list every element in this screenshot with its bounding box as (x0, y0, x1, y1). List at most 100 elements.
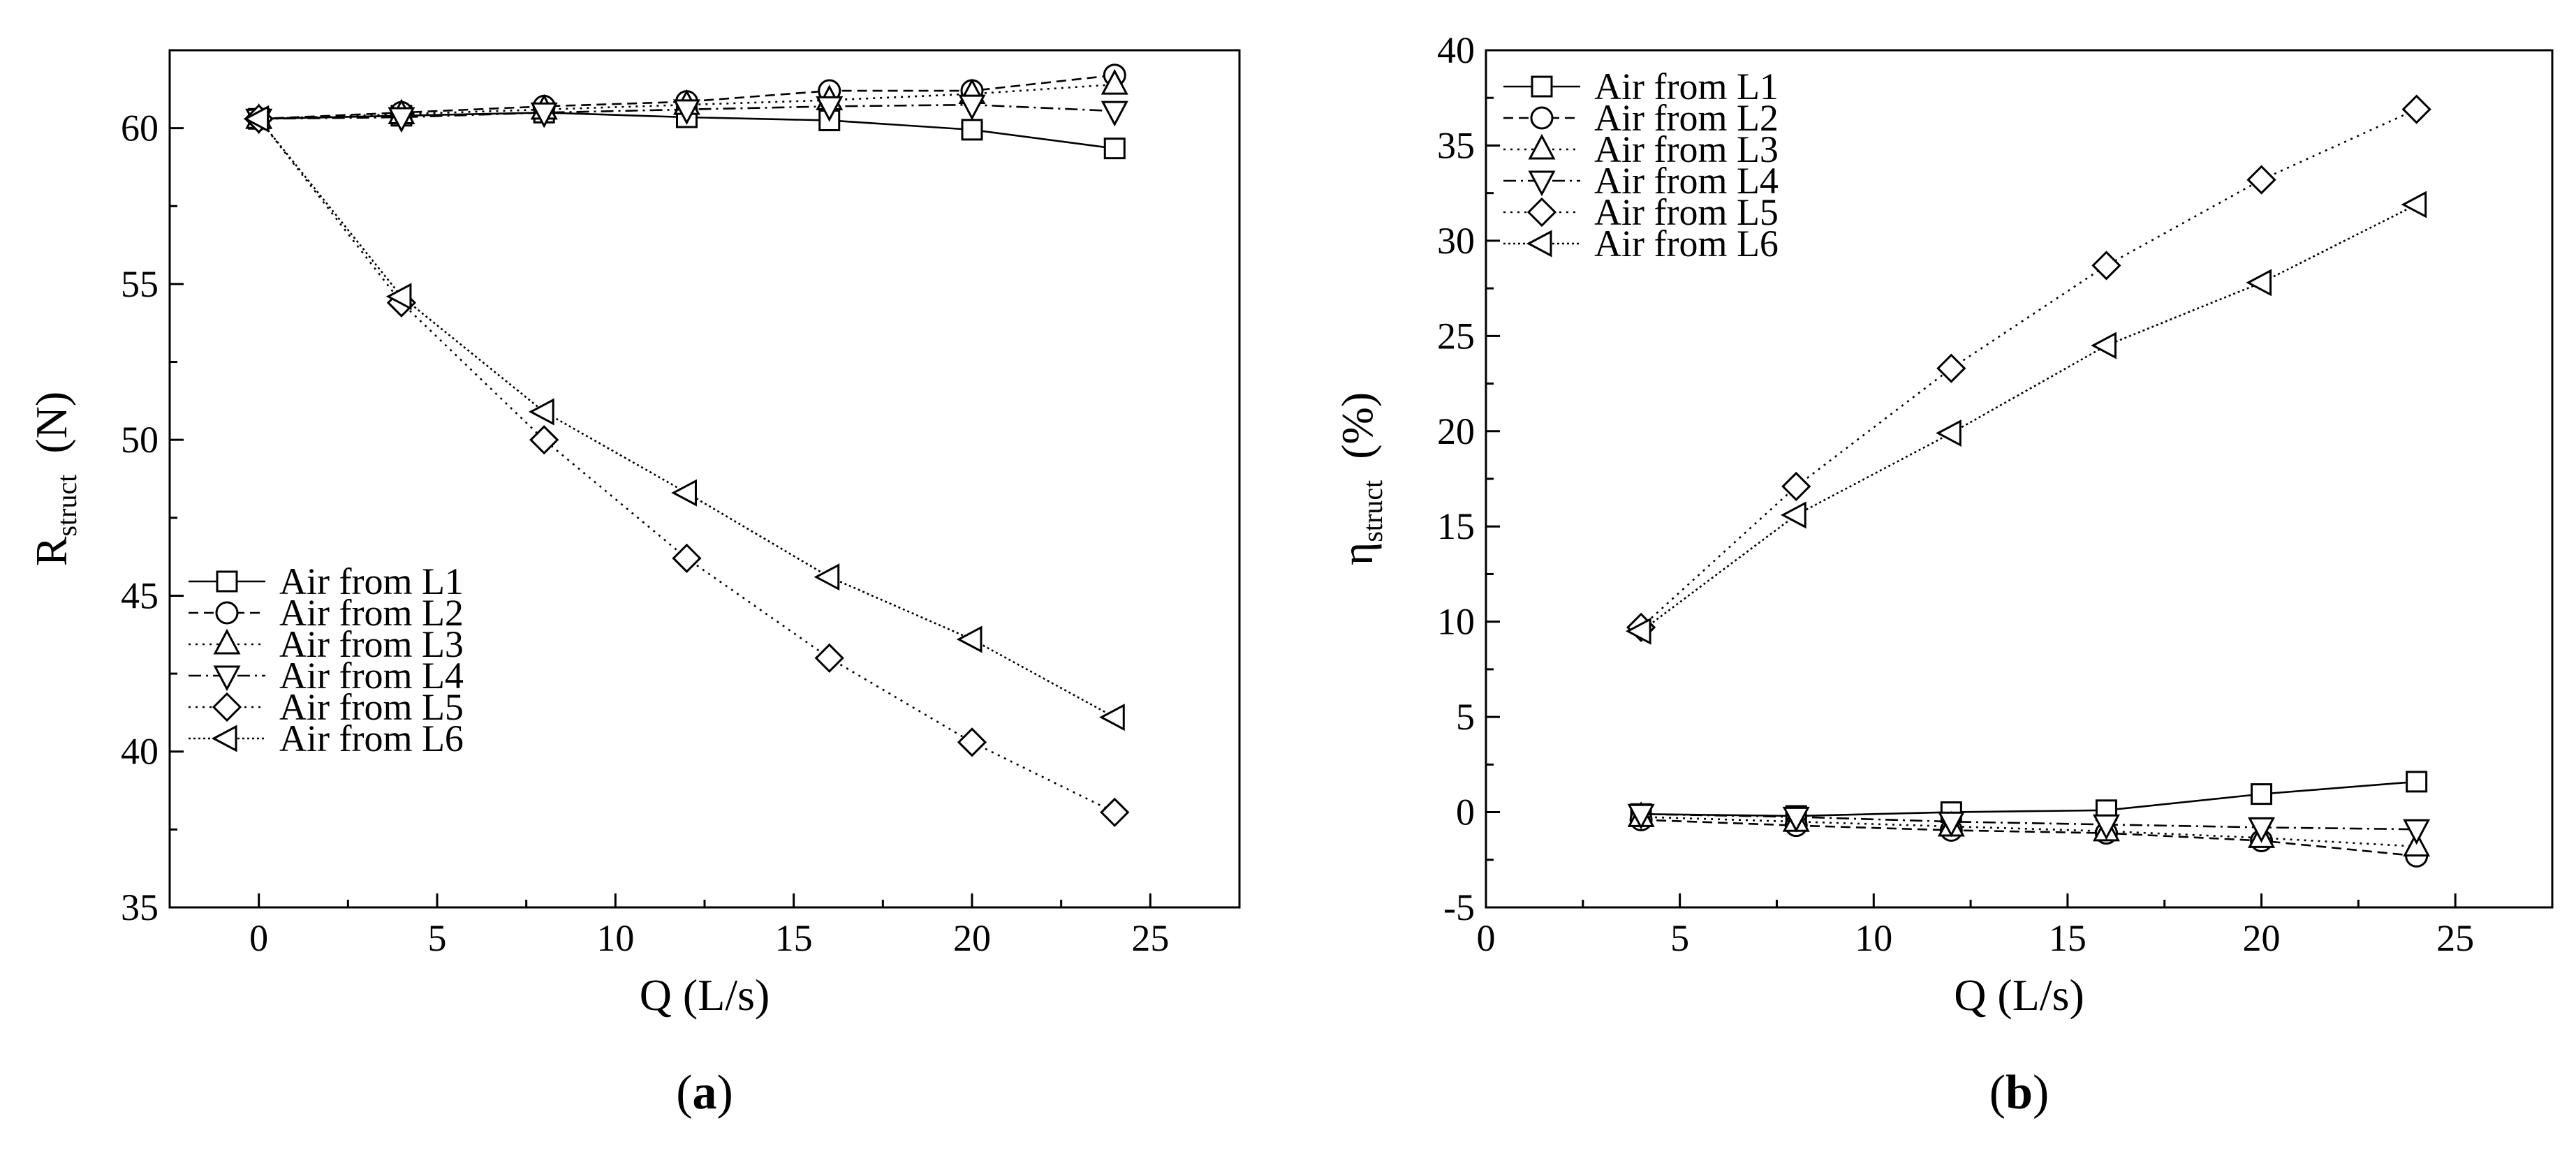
y-tick-label: 40 (1437, 29, 1475, 71)
legend-marker (1528, 170, 1556, 197)
x-tick-label: 5 (428, 917, 447, 959)
series-b-5 (1626, 94, 2431, 642)
data-point (672, 99, 700, 126)
y-tick-label: 60 (121, 107, 159, 149)
legend-item: Air from L5 (1503, 191, 1779, 233)
x-tick-label: 10 (1855, 917, 1892, 959)
data-point (388, 107, 415, 133)
data-point (1936, 419, 1962, 447)
data-point (1625, 617, 1651, 645)
legend-item: Air from L5 (189, 686, 464, 728)
data-point (243, 105, 270, 133)
series-b-2 (1629, 808, 2429, 868)
x-tick-label: 0 (1477, 917, 1496, 959)
data-point (958, 94, 986, 121)
y-tick-label: 20 (1437, 410, 1475, 452)
data-point (2406, 771, 2428, 793)
y-tick-label: -5 (1443, 886, 1475, 928)
series-b-4 (1627, 803, 2431, 845)
legend-label: Air from L6 (1594, 223, 1779, 265)
x-axis-title: Q (L/s) (640, 970, 770, 1020)
legend-item: Air from L3 (189, 623, 464, 665)
y-tick-label: 5 (1456, 696, 1475, 738)
data-point (1099, 704, 1125, 732)
series-a-4 (245, 94, 1128, 135)
x-tick-label: 25 (1131, 917, 1169, 959)
data-point (814, 563, 840, 591)
legend-marker (211, 725, 237, 752)
y-tick-label: 15 (1437, 505, 1475, 547)
data-point (957, 727, 987, 757)
data-point (814, 643, 844, 673)
data-point (1781, 471, 1811, 502)
y-axis-title: ηstruct(%) (1332, 392, 1388, 565)
data-point (1103, 138, 1126, 160)
data-point (1101, 101, 1128, 127)
x-tick-label: 25 (2436, 917, 2474, 959)
chart-panel-a: 0 5 10 15 20 25 35 40 45 50 55 60 Q (L/s) Rstruct(N) A… (27, 49, 1241, 1120)
legend-item: Air from L1 (189, 560, 464, 602)
data-point (2403, 819, 2431, 845)
legend-item: Air from L2 (189, 592, 464, 634)
x-tick-label: 0 (249, 917, 268, 959)
legend-label: Air from L5 (279, 686, 464, 728)
y-axis-title: Rstruct(N) (27, 392, 82, 566)
legend-item: Air from L4 (189, 655, 464, 697)
legend-label: Air from L2 (1594, 97, 1779, 139)
data-point (2248, 817, 2276, 843)
data-point (1100, 797, 1130, 827)
legend-label: Air from L4 (279, 655, 464, 697)
data-point (2091, 332, 2117, 359)
x-axis-title: Q (L/s) (1954, 970, 2084, 1020)
legend-label: Air from L1 (279, 560, 464, 602)
y-tick-label: 35 (1437, 124, 1475, 166)
y-tick-label: 30 (1437, 220, 1475, 262)
legend-marker (213, 665, 241, 692)
y-tick-label: 50 (121, 419, 159, 461)
series-line (1641, 812, 2417, 831)
x-tick-label: 20 (2243, 917, 2281, 959)
legend-marker (1528, 133, 1556, 160)
y-tick-label: 35 (121, 886, 159, 928)
data-point (1937, 811, 1965, 838)
data-point (529, 425, 559, 455)
y-tick-label: 10 (1437, 601, 1475, 643)
data-point (2401, 191, 2427, 218)
y-tick-label: 0 (1456, 792, 1475, 833)
series-a-6 (243, 105, 1125, 732)
data-point (529, 398, 554, 426)
legend-marker (212, 692, 242, 722)
legend-label: Air from L3 (1594, 128, 1779, 170)
x-tick-label: 10 (596, 917, 634, 959)
legend-marker (1531, 75, 1553, 98)
data-point (816, 96, 844, 122)
data-point (1782, 806, 1810, 833)
x-tick-label: 20 (953, 917, 991, 959)
legend-item: Air from L6 (189, 718, 464, 759)
legend-item: Air from L2 (1503, 97, 1779, 139)
legend-label: Air from L4 (1594, 160, 1779, 202)
series-line (1640, 203, 2417, 632)
data-point (672, 543, 702, 573)
y-tick-label: 25 (1437, 315, 1475, 357)
y-tick-label: 55 (121, 263, 159, 305)
legend-label: Air from L2 (279, 592, 464, 634)
y-tick-label: 40 (121, 731, 159, 773)
data-point (2251, 783, 2273, 805)
data-point (2246, 269, 2272, 297)
legend-label: Air from L6 (279, 718, 464, 759)
data-point (2092, 814, 2120, 840)
legend-item: Air from L1 (1503, 66, 1779, 107)
legend-marker (216, 570, 238, 593)
data-point (1781, 501, 1806, 529)
legend-marker (215, 601, 239, 625)
data-point (1936, 353, 1966, 383)
legend-item: Air from L6 (1503, 223, 1779, 265)
data-point (1101, 68, 1128, 95)
data-point (1627, 803, 1655, 830)
series-line (1641, 819, 2417, 857)
data-point (671, 479, 697, 507)
series-line (1641, 780, 2417, 817)
